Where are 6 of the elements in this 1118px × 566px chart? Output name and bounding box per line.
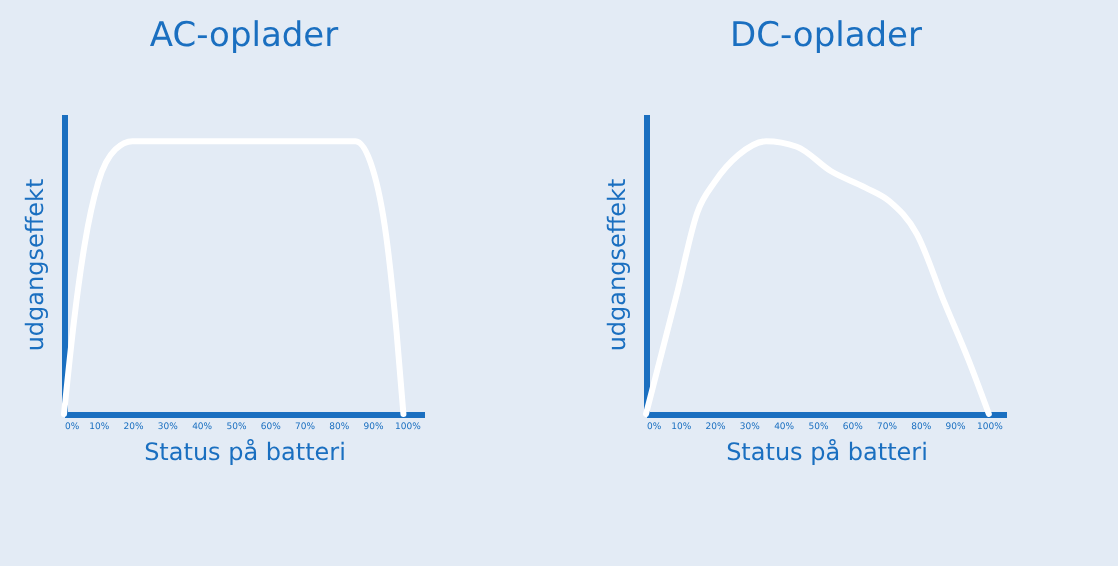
y-axis-title: udgangseffekt	[603, 178, 631, 352]
x-axis-title: Status på batteri	[726, 438, 928, 466]
y-axis-title: udgangseffekt	[21, 178, 49, 352]
chart-title: AC-oplader	[149, 16, 339, 56]
chart-title: DC-oplader	[730, 16, 922, 56]
x-axis-title: Status på batteri	[144, 438, 346, 466]
